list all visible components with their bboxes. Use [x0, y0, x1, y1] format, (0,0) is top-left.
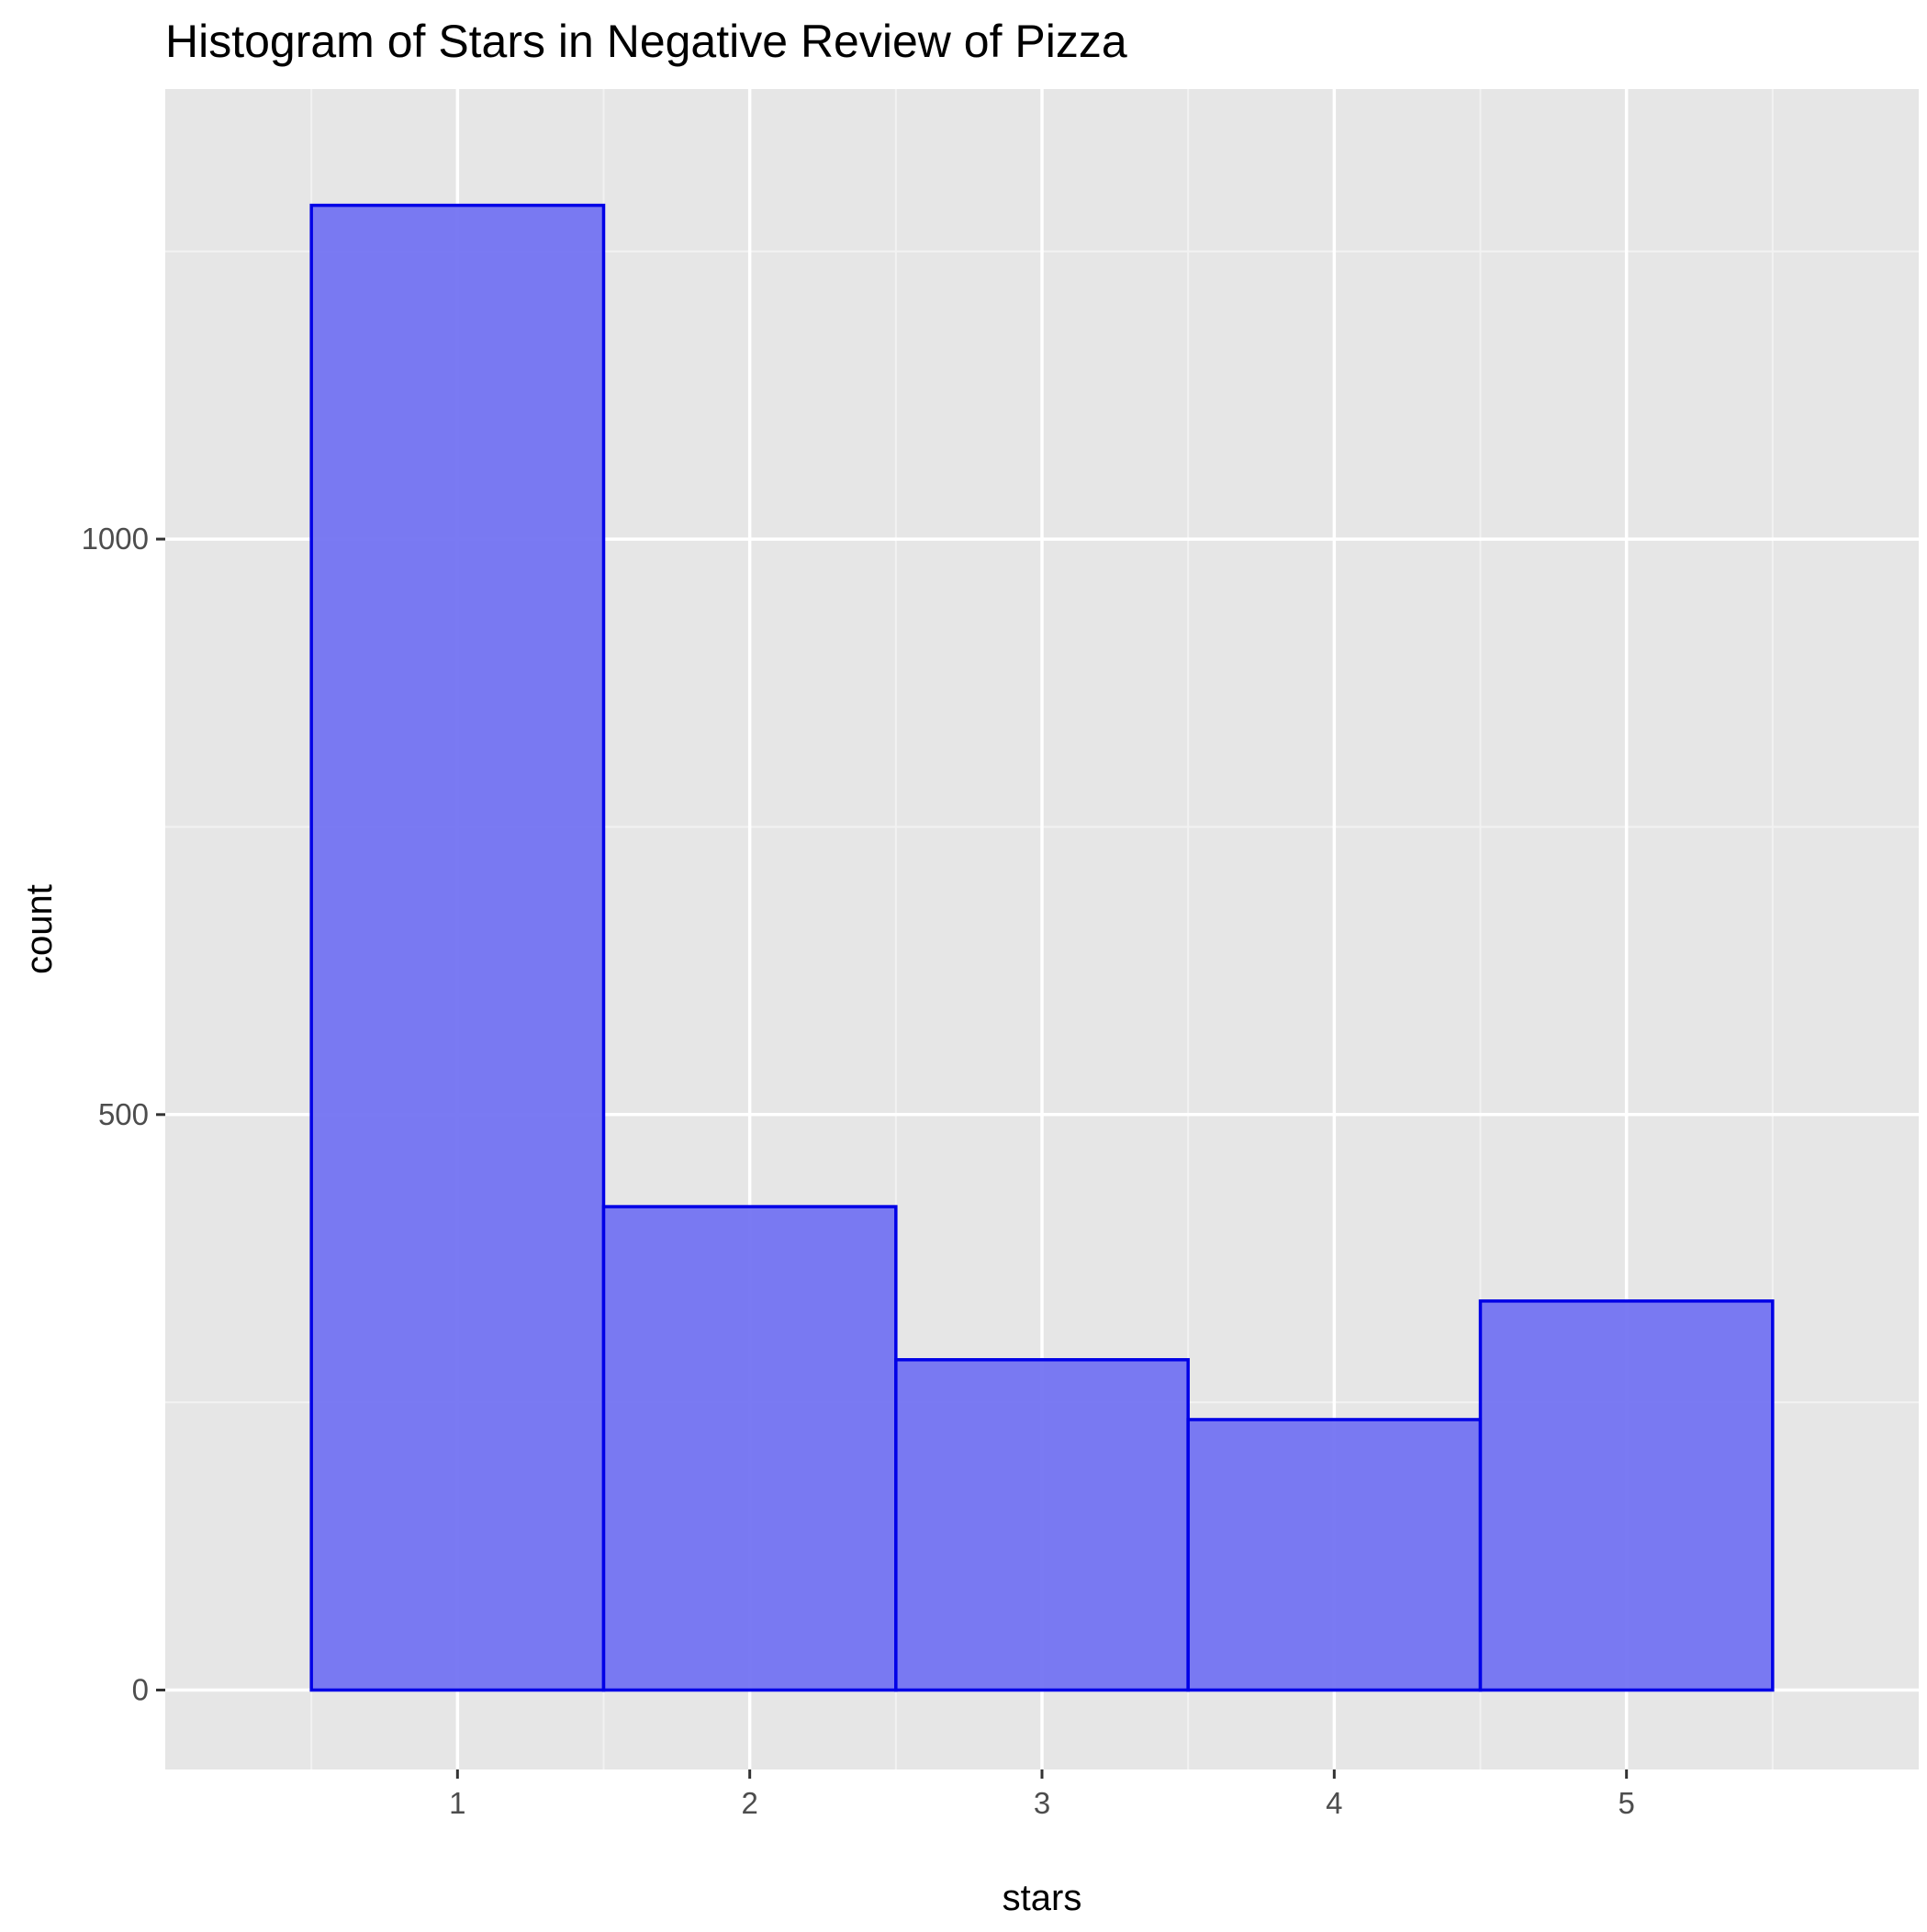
x-axis-title: stars [1003, 1878, 1082, 1918]
y-tick-label: 500 [98, 1097, 149, 1131]
histogram-bar-5 [1478, 1299, 1775, 1692]
chart-title: Histogram of Stars in Negative Review of… [165, 16, 1127, 67]
y-axis-tick-labels: 0 500 1000 [82, 522, 149, 1706]
histogram-bar-2 [601, 1205, 898, 1692]
histogram-bar-4 [1186, 1418, 1483, 1692]
x-tick-label: 4 [1326, 1786, 1342, 1820]
x-axis-ticks [455, 1769, 1629, 1779]
x-tick-label: 3 [1034, 1786, 1050, 1820]
histogram-bar-3 [894, 1358, 1190, 1692]
x-axis-tick-labels: 1 2 3 4 5 [449, 1786, 1635, 1820]
x-tick-label: 5 [1618, 1786, 1634, 1820]
y-tick-label: 1000 [82, 522, 149, 556]
y-axis-ticks [156, 537, 165, 1692]
x-tick-label: 2 [741, 1786, 757, 1820]
y-axis-title: count [19, 884, 60, 974]
histogram-bars [309, 203, 1775, 1692]
x-tick-label: 1 [449, 1786, 465, 1820]
y-tick-label: 0 [132, 1673, 149, 1707]
histogram-bar-1 [309, 203, 606, 1692]
